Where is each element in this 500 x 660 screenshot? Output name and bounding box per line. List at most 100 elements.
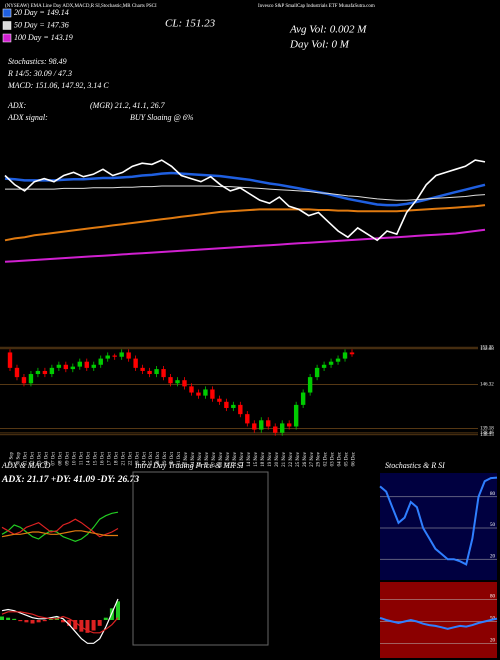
panel-background — [380, 473, 497, 580]
candle-body — [259, 420, 264, 430]
x-tick-label: 13 Nov — [240, 452, 245, 467]
candle-body — [314, 367, 320, 378]
stat: Stochastics: 98.49 — [8, 57, 67, 66]
x-tick-label: 27 Nov — [310, 452, 315, 467]
candle-body — [7, 352, 13, 368]
candle-body — [133, 358, 138, 368]
adx-value: (MGR) 21.2, 41.1, 26.7 — [90, 101, 166, 110]
candle-body — [321, 364, 327, 368]
oscillator-line — [379, 616, 498, 630]
x-tick-label: 04 Dec — [338, 451, 343, 466]
y-tick-label: 139.18 — [480, 427, 494, 432]
candle-body — [84, 361, 89, 368]
candle-body — [147, 370, 152, 375]
macd-bar — [79, 620, 84, 632]
adx-line — [1, 530, 118, 538]
adx-line — [1, 518, 119, 538]
x-tick-label: 25 Oct — [149, 451, 154, 465]
x-tick-label: 08 Oct — [58, 451, 63, 465]
x-tick-label: 16 Oct — [100, 451, 105, 465]
macd-bar — [24, 620, 29, 623]
candle-body — [105, 355, 110, 359]
x-tick-label: 11 Nov — [226, 452, 231, 467]
x-tick-label: 02 Oct — [31, 451, 36, 465]
day-vol: Day Vol: 0 M — [289, 39, 350, 51]
panel-title: Intra Day Trading Price & MR SI — [134, 461, 244, 470]
candle-body — [196, 392, 201, 396]
ema-line — [5, 185, 486, 201]
y-tick-label: 80 — [490, 595, 496, 600]
close-price: CL: 151.23 — [165, 18, 216, 30]
candle-body — [300, 392, 306, 405]
macd-bar — [6, 617, 11, 620]
x-tick-label: 18 Nov — [261, 452, 266, 467]
candle-body — [328, 361, 334, 365]
candle-body — [161, 369, 166, 378]
x-tick-label: 03 Oct — [38, 451, 43, 465]
candle-body — [14, 367, 20, 378]
y-tick-label: 20 — [490, 639, 496, 644]
x-tick-label: 06 Nov — [205, 452, 210, 467]
x-tick-label: 21 Oct — [121, 451, 126, 465]
x-tick-label: 04 Nov — [191, 452, 196, 467]
x-tick-label: 27 Sep — [10, 452, 15, 466]
macd-line — [1, 611, 119, 634]
legend-swatch — [2, 21, 12, 30]
x-tick-label: 11 Oct — [79, 451, 84, 465]
candle-body — [140, 367, 145, 371]
candle-body — [307, 377, 313, 393]
macd-bar — [67, 620, 72, 626]
stat: MACD: 151.06, 147.92, 3.14 C — [7, 81, 109, 90]
x-tick-label: 14 Oct — [86, 451, 91, 465]
legend-swatch — [2, 8, 12, 18]
candle-body — [280, 423, 285, 433]
x-tick-label: 31 Oct — [177, 451, 182, 465]
candle-body — [245, 414, 250, 424]
candle-body — [70, 366, 76, 370]
candle-body — [293, 404, 299, 427]
x-tick-label: 29 Nov — [317, 452, 322, 467]
candle-body — [112, 355, 117, 357]
candle-body — [49, 367, 55, 375]
left-caption: (NYSEAW) EMA Line Day ADX,MACD,R SI,Stoc… — [5, 4, 157, 9]
x-tick-label: 07 Oct — [52, 451, 57, 465]
macd-bar — [85, 620, 90, 633]
macd-bar — [12, 618, 17, 620]
macd-bar — [103, 617, 108, 620]
macd-bar — [73, 620, 78, 630]
y-tick-label: 20 — [490, 554, 496, 559]
x-tick-label: 15 Nov — [254, 452, 259, 467]
candle-body — [56, 364, 62, 368]
price-line — [4, 159, 486, 242]
y-tick-label: 138.46 — [480, 431, 494, 436]
candle-body — [77, 361, 82, 367]
candle-body — [175, 380, 180, 384]
x-tick-label: 22 Oct — [128, 451, 133, 465]
candle-body — [335, 358, 341, 362]
candle-body — [286, 423, 292, 427]
y-tick-label: 138.15 — [480, 433, 494, 438]
candle-body — [42, 370, 48, 375]
ema-line — [4, 204, 486, 242]
candle-body — [273, 426, 278, 433]
x-tick-label: 03 Dec — [331, 451, 336, 466]
candle-body — [224, 401, 229, 408]
oscillator-line — [379, 476, 498, 566]
x-tick-label: 08 Nov — [219, 452, 224, 467]
adx-summary: ADX: 21.17 +DY: 41.09 -DY: 26.73 — [1, 475, 139, 485]
adx-label: ADX: — [7, 101, 27, 110]
x-tick-label: 30 Sep — [17, 452, 22, 466]
candle-body — [342, 352, 348, 359]
x-tick-label: 14 Nov — [247, 452, 252, 467]
macd-bar — [0, 616, 4, 620]
macd-bar — [36, 620, 41, 623]
candle-body — [154, 369, 159, 375]
x-tick-label: 01 Nov — [184, 452, 189, 467]
panel-background — [380, 582, 497, 658]
x-tick-label: 02 Dec — [324, 451, 329, 466]
x-tick-label: 18 Oct — [114, 451, 119, 465]
candle-body — [35, 370, 41, 375]
x-tick-label: 04 Oct — [45, 451, 50, 465]
candle-body — [203, 389, 208, 396]
